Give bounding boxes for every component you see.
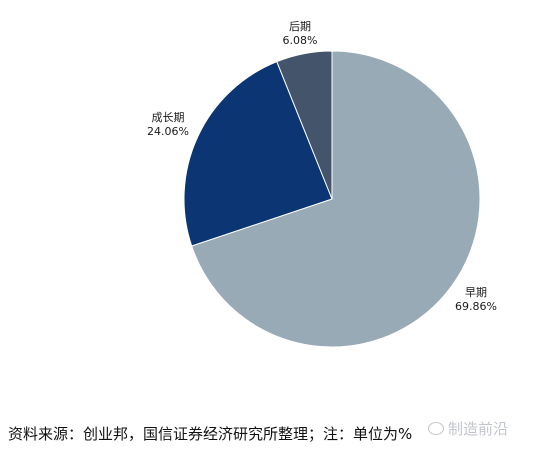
wechat-icon	[428, 422, 444, 435]
pie-slice-3	[276, 50, 333, 200]
pie-slice-1	[191, 50, 481, 348]
slice-name-label: 成长期	[152, 111, 185, 124]
slice-name-label: 早期	[465, 286, 487, 299]
slice-name-label: 后期	[289, 20, 311, 33]
slice-value-label: 69.86%	[455, 300, 497, 313]
slice-value-label: 24.06%	[147, 125, 189, 138]
source-note: 资料来源：创业邦，国信证券经济研究所整理；注：单位为%	[8, 425, 413, 443]
slice-value-label: 6.08%	[283, 34, 318, 47]
pie-slices	[183, 50, 481, 348]
watermark-text: 制造前沿	[448, 420, 509, 438]
watermark: 制造前沿	[428, 418, 508, 439]
